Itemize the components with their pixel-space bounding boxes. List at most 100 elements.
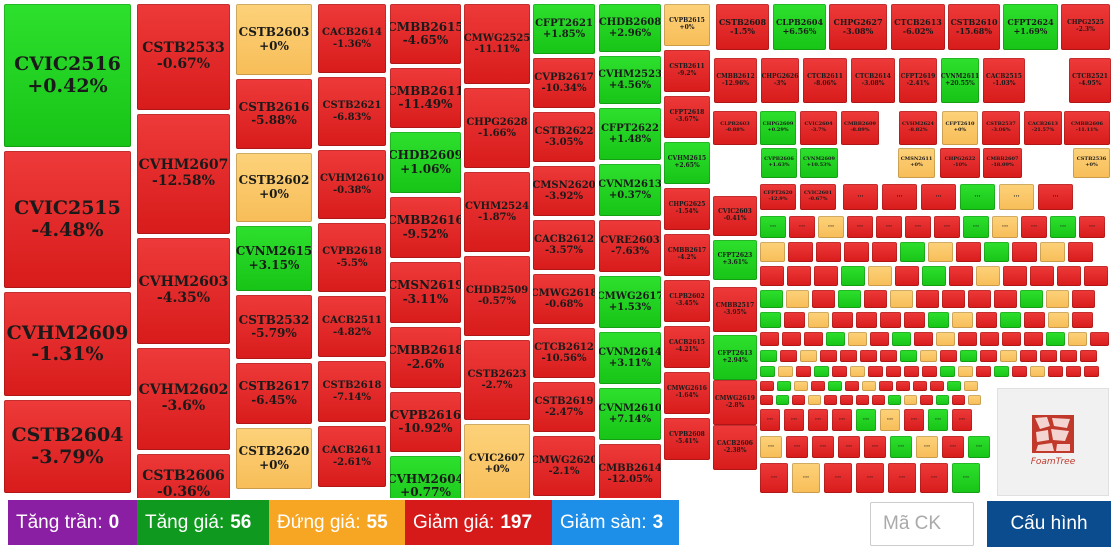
stock-tile[interactable]: CMBB2607 -18.09% bbox=[983, 148, 1022, 178]
stock-tile[interactable]: CVHM2523 +4.56% bbox=[599, 56, 661, 104]
stock-tile[interactable]: CVPB2606 +1.63% bbox=[761, 148, 797, 178]
stock-tile[interactable]: ··· bbox=[856, 463, 884, 493]
stock-tile[interactable]: CLPB2604 +6.56% bbox=[773, 4, 826, 50]
stock-tile[interactable] bbox=[952, 312, 973, 328]
stock-tile[interactable] bbox=[780, 350, 797, 362]
stock-tile[interactable]: CHPG2628 -1.66% bbox=[464, 88, 530, 168]
stock-tile[interactable]: CFPT2620 -12.9% bbox=[760, 184, 796, 210]
stock-tile[interactable] bbox=[904, 366, 919, 377]
stock-tile[interactable]: CSTB2532 -5.79% bbox=[236, 295, 312, 359]
stock-tile[interactable]: CMSN2620 -3.92% bbox=[533, 166, 595, 216]
stock-tile[interactable]: CVIC2604 -3.7% bbox=[800, 111, 837, 145]
stock-tile[interactable] bbox=[1000, 350, 1017, 362]
stock-tile[interactable]: CMBB2611 -11.49% bbox=[390, 68, 461, 128]
stock-tile[interactable] bbox=[1040, 242, 1065, 262]
stock-tile[interactable]: CHPG2625 -1.54% bbox=[664, 188, 710, 230]
stock-tile[interactable] bbox=[916, 290, 939, 308]
stock-tile[interactable] bbox=[888, 395, 901, 405]
stock-tile[interactable]: CMBB2615 -4.65% bbox=[390, 4, 461, 64]
stock-tile[interactable]: CSTB2608 -1.5% bbox=[716, 4, 769, 50]
stock-tile[interactable]: CVPB2615 +0% bbox=[664, 4, 710, 46]
stock-tile[interactable]: ··· bbox=[1079, 216, 1105, 238]
stock-tile[interactable] bbox=[920, 395, 933, 405]
stock-tile[interactable]: ··· bbox=[789, 216, 815, 238]
stock-tile[interactable] bbox=[1003, 266, 1027, 286]
stock-tile[interactable]: CSTB2623 -2.7% bbox=[464, 340, 530, 420]
stock-tile[interactable] bbox=[976, 366, 991, 377]
stock-tile[interactable] bbox=[952, 395, 965, 405]
stock-tile[interactable]: CFPT2610 +0% bbox=[942, 111, 978, 145]
stock-tile[interactable]: ··· bbox=[880, 409, 900, 431]
stock-tile[interactable]: ··· bbox=[786, 436, 808, 458]
stock-tile[interactable]: CVRE2603 -7.63% bbox=[599, 220, 661, 272]
stock-tile[interactable]: CVPB2617 -10.34% bbox=[533, 58, 595, 108]
stock-tile[interactable]: CSTB2620 +0% bbox=[236, 428, 312, 489]
stock-tile[interactable]: CVHM2603 -4.35% bbox=[137, 238, 230, 344]
stock-tile[interactable]: CMBB2618 -2.6% bbox=[390, 327, 461, 388]
stock-tile[interactable] bbox=[980, 350, 997, 362]
stock-tile[interactable]: CMWG2617 +1.53% bbox=[599, 276, 661, 328]
stock-tile[interactable] bbox=[1024, 312, 1045, 328]
stock-tile[interactable]: CMWG2525 -11.11% bbox=[464, 4, 530, 84]
stock-tile[interactable]: CFPT2622 +1.48% bbox=[599, 108, 661, 160]
stock-tile[interactable] bbox=[968, 290, 991, 308]
stock-tile[interactable] bbox=[832, 312, 853, 328]
legend-floor[interactable]: Giảm sàn: 3 bbox=[552, 500, 679, 545]
stock-tile[interactable]: CVHM2604 +0.77% bbox=[390, 456, 461, 498]
stock-tile[interactable] bbox=[786, 290, 809, 308]
stock-tile[interactable]: CACB2612 -3.57% bbox=[533, 220, 595, 270]
stock-tile[interactable]: CHDB2608 +2.96% bbox=[599, 4, 661, 52]
stock-tile[interactable] bbox=[804, 332, 823, 346]
stock-tile[interactable] bbox=[784, 312, 805, 328]
stock-tile[interactable]: ··· bbox=[952, 409, 972, 431]
stock-tile[interactable]: ··· bbox=[876, 216, 902, 238]
stock-tile[interactable] bbox=[904, 395, 917, 405]
stock-tile[interactable]: CVHM2524 -1.87% bbox=[464, 172, 530, 252]
stock-tile[interactable]: CVHM2602 -3.6% bbox=[137, 348, 230, 450]
stock-tile[interactable] bbox=[794, 381, 808, 391]
stock-tile[interactable] bbox=[1057, 266, 1081, 286]
stock-tile[interactable]: ··· bbox=[792, 463, 820, 493]
stock-tile[interactable] bbox=[994, 290, 1017, 308]
stock-tile[interactable]: ··· bbox=[921, 184, 956, 210]
stock-tile[interactable] bbox=[788, 242, 813, 262]
stock-tile[interactable] bbox=[964, 381, 978, 391]
stock-tile[interactable]: CVHM2624 -8.82% bbox=[899, 111, 937, 145]
stock-tile[interactable] bbox=[900, 350, 917, 362]
stock-tile[interactable] bbox=[1072, 312, 1093, 328]
stock-tile[interactable] bbox=[1040, 350, 1057, 362]
stock-tile[interactable]: ··· bbox=[856, 409, 876, 431]
stock-tile[interactable] bbox=[814, 366, 829, 377]
stock-tile[interactable] bbox=[976, 312, 997, 328]
legend-ceiling[interactable]: Tăng trần: 0 bbox=[8, 500, 137, 545]
stock-tile[interactable] bbox=[778, 366, 793, 377]
stock-tile[interactable]: CHPG2622 -10% bbox=[940, 148, 980, 178]
stock-tile[interactable]: ··· bbox=[999, 184, 1034, 210]
stock-tile[interactable] bbox=[968, 395, 981, 405]
stock-tile[interactable] bbox=[980, 332, 999, 346]
stock-tile[interactable] bbox=[812, 290, 835, 308]
stock-tile[interactable] bbox=[832, 366, 847, 377]
stock-tile[interactable] bbox=[1020, 350, 1037, 362]
stock-tile[interactable]: CVNM2610 +7.14% bbox=[599, 388, 661, 440]
stock-tile[interactable]: CSTB2618 -7.14% bbox=[318, 361, 386, 422]
stock-tile[interactable]: CSTB2617 -6.45% bbox=[236, 363, 312, 424]
stock-tile[interactable] bbox=[872, 395, 885, 405]
stock-tile[interactable] bbox=[1046, 332, 1065, 346]
stock-tile[interactable]: CMSN2611 +0% bbox=[898, 148, 935, 178]
stock-tile[interactable]: CVHM2607 -12.58% bbox=[137, 114, 230, 234]
stock-tile[interactable] bbox=[1012, 366, 1027, 377]
stock-tile[interactable]: CVIC2516 +0.42% bbox=[4, 4, 131, 147]
stock-tile[interactable] bbox=[760, 332, 779, 346]
stock-tile[interactable]: ··· bbox=[905, 216, 931, 238]
stock-tile[interactable] bbox=[1090, 332, 1109, 346]
stock-tile[interactable]: ··· bbox=[960, 184, 995, 210]
stock-tile[interactable] bbox=[956, 242, 981, 262]
stock-tile[interactable]: ··· bbox=[963, 216, 989, 238]
stock-tile[interactable] bbox=[808, 312, 829, 328]
stock-tile[interactable] bbox=[1012, 242, 1037, 262]
stock-tile[interactable]: ··· bbox=[838, 436, 860, 458]
stock-tile[interactable]: ··· bbox=[916, 436, 938, 458]
stock-tile[interactable] bbox=[814, 266, 838, 286]
stock-tile[interactable] bbox=[760, 242, 785, 262]
